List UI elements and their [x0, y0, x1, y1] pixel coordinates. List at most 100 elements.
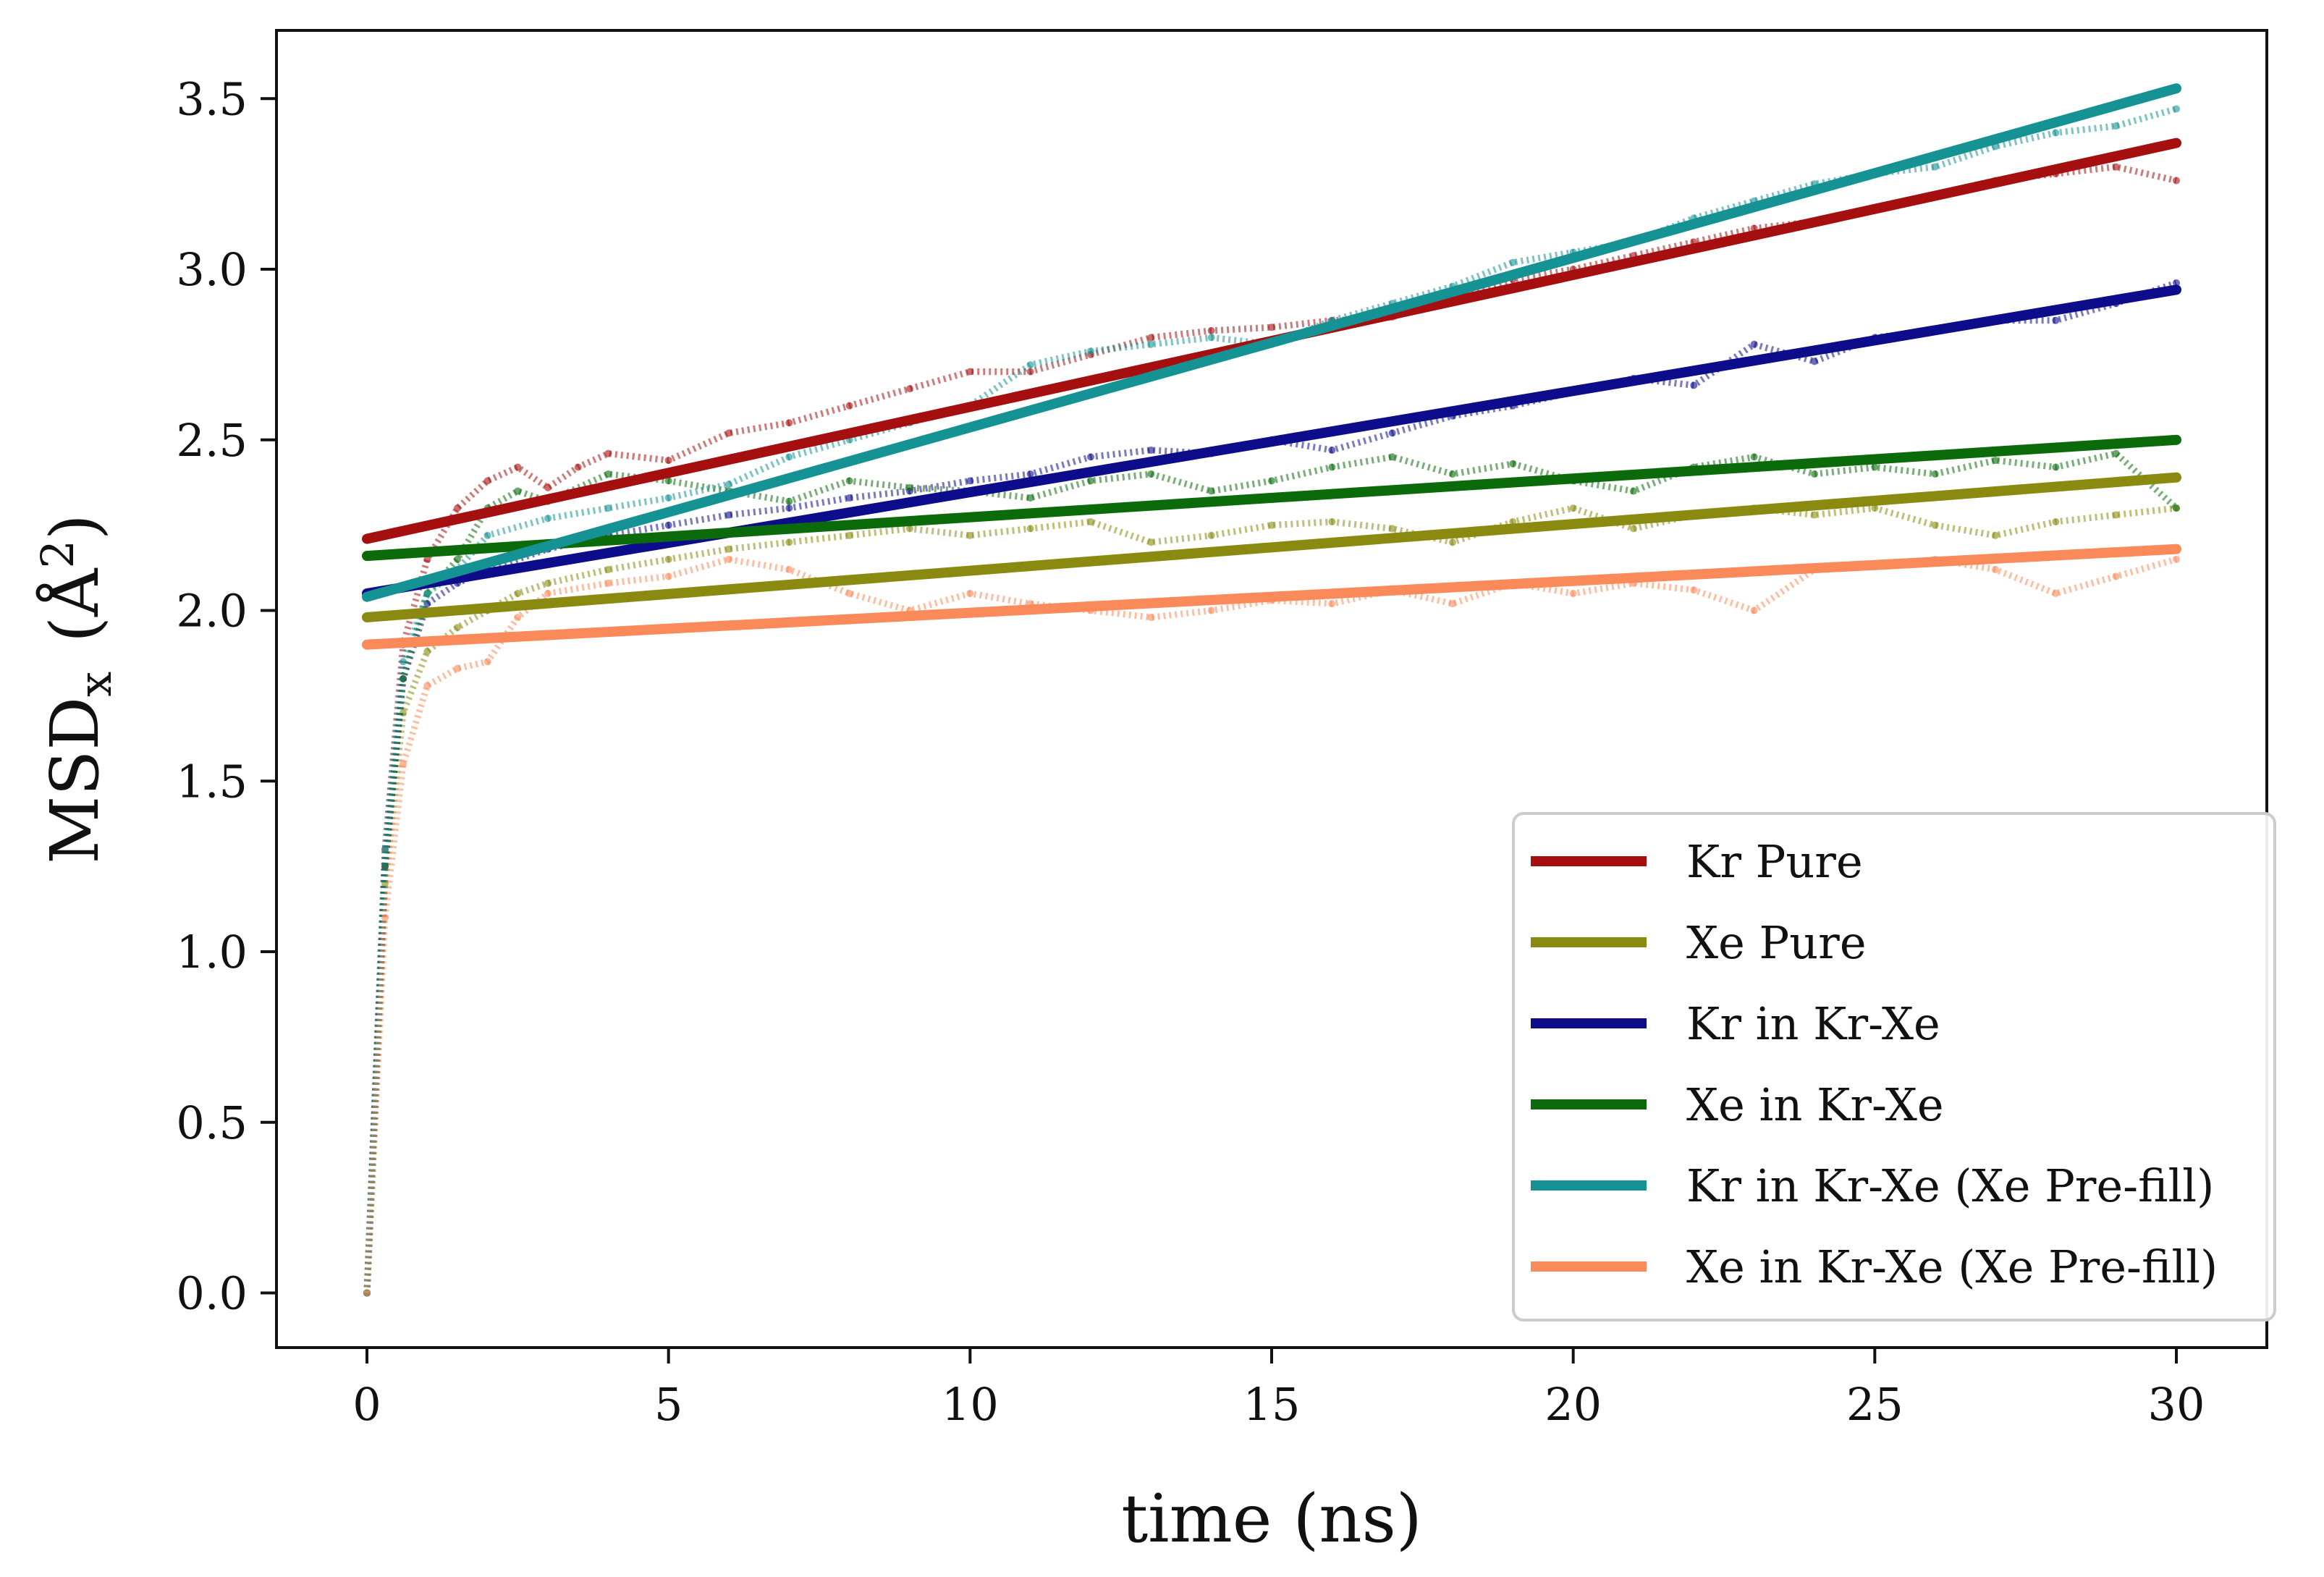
- raw-point-xe-in-kr-xe-xe-pre-fill-3: [423, 682, 431, 690]
- y-tick-label-2.0: 2.0: [176, 585, 248, 638]
- raw-point-xe-in-kr-xe-33: [2112, 449, 2120, 457]
- raw-point-xe-in-kr-xe-xe-pre-fill-31: [1992, 565, 1999, 573]
- raw-point-xe-in-kr-xe-23: [1509, 460, 1517, 468]
- raw-point-xe-pure-32: [2052, 517, 2060, 525]
- raw-point-xe-in-kr-xe-28: [1811, 470, 1818, 478]
- raw-point-kr-pure-15: [966, 368, 974, 376]
- legend-label-xe-in-kr-xe-xe-pre-fill: Xe in Kr-Xe (Xe Pre-fill): [1686, 1240, 2218, 1293]
- raw-point-xe-pure-17: [1147, 538, 1155, 546]
- raw-point-xe-pure-11: [785, 538, 793, 546]
- raw-point-xe-pure-2: [400, 709, 407, 717]
- legend-label-xe-in-kr-xe: Xe in Kr-Xe: [1686, 1078, 1944, 1131]
- raw-point-xe-pure-9: [664, 555, 672, 563]
- raw-point-kr-in-kr-xe-xe-pre-fill-1: [381, 845, 389, 853]
- raw-point-kr-pure-18: [1147, 334, 1155, 342]
- raw-point-kr-pure-10: [664, 457, 672, 465]
- raw-point-kr-in-kr-xe-xe-pre-fill-7: [604, 504, 612, 512]
- raw-point-xe-in-kr-xe-32: [2052, 463, 2060, 471]
- legend-items: Kr Pure Xe Pure Kr in Kr-Xe Xe in Kr-Xe Kr i…: [1531, 835, 2218, 1293]
- ticks-layer: 0 5 10 15 20 25 30 0.0 0.5 1.0 1.5 2.0 2.5 3.0 3.5: [176, 72, 2205, 1431]
- x-tick-label-15: 15: [1243, 1378, 1301, 1431]
- raw-point-kr-pure-6: [514, 463, 522, 471]
- raw-point-kr-pure-19: [1207, 326, 1215, 334]
- raw-point-kr-pure-14: [906, 385, 913, 393]
- raw-point-xe-in-kr-xe-22: [1449, 470, 1456, 478]
- raw-point-xe-pure-29: [1871, 504, 1879, 512]
- raw-point-xe-in-kr-xe-xe-pre-fill-33: [2112, 572, 2120, 580]
- legend-label-kr-in-kr-xe-xe-pre-fill: Kr in Kr-Xe (Xe Pre-fill): [1686, 1159, 2214, 1212]
- raw-point-xe-in-kr-xe-xe-pre-fill-6: [514, 613, 522, 621]
- raw-point-kr-in-kr-xe-31: [2052, 316, 2060, 324]
- raw-point-kr-in-kr-xe-26: [1750, 340, 1758, 348]
- raw-point-xe-in-kr-xe-xe-pre-fill-27: [1750, 606, 1758, 614]
- y-axis-title-main: MSD: [36, 697, 114, 864]
- raw-point-kr-in-kr-xe-xe-pre-fill-22: [1509, 258, 1517, 266]
- raw-point-kr-in-kr-xe-xe-pre-fill-29: [1931, 163, 1939, 171]
- raw-point-xe-pure-22: [1449, 538, 1456, 546]
- raw-point-kr-in-kr-xe-20: [1388, 429, 1396, 437]
- raw-point-xe-in-kr-xe-xe-pre-fill-4: [454, 664, 461, 672]
- raw-point-xe-in-kr-xe-16: [1087, 477, 1094, 485]
- raw-point-kr-in-kr-xe-xe-pre-fill-9: [725, 481, 732, 489]
- raw-point-xe-pure-7: [544, 579, 552, 587]
- legend-label-kr-in-kr-xe: Kr in Kr-Xe: [1686, 997, 1940, 1050]
- raw-point-xe-in-kr-xe-xe-pre-fill-14: [966, 589, 974, 597]
- raw-point-kr-in-kr-xe-14: [1026, 470, 1034, 478]
- raw-point-xe-in-kr-xe-xe-pre-fill-11: [785, 565, 793, 573]
- raw-point-xe-in-kr-xe-xe-pre-fill-12: [845, 589, 853, 597]
- raw-point-xe-in-kr-xe-34: [2173, 504, 2180, 512]
- raw-point-xe-in-kr-xe-8: [604, 470, 612, 478]
- raw-point-kr-pure-35: [2173, 177, 2180, 185]
- raw-point-kr-in-kr-xe-xe-pre-fill-3: [423, 589, 431, 597]
- legend-label-kr-pure: Kr Pure: [1686, 835, 1863, 888]
- raw-point-xe-in-kr-xe-xe-pre-fill-32: [2052, 589, 2060, 597]
- raw-point-kr-pure-13: [845, 402, 853, 410]
- raw-point-xe-in-kr-xe-4: [454, 555, 461, 563]
- raw-point-kr-in-kr-xe-xe-pre-fill-8: [664, 494, 672, 502]
- raw-point-kr-in-kr-xe-xe-pre-fill-15: [1087, 347, 1094, 355]
- raw-point-kr-in-kr-xe-xe-pre-fill-33: [2173, 105, 2180, 113]
- raw-point-kr-pure-20: [1268, 324, 1275, 331]
- y-axis-title-unit-open: (Å: [35, 567, 114, 643]
- raw-point-xe-pure-14: [966, 531, 974, 539]
- y-tick-label-0.5: 0.5: [176, 1096, 248, 1149]
- raw-trace-xe-in-kr-xe-xe-pre-fill: [363, 556, 2178, 1293]
- raw-point-xe-in-kr-xe-25: [1630, 487, 1637, 495]
- raw-point-kr-in-kr-xe-9: [725, 511, 732, 519]
- legend-box: [1512, 812, 2276, 1322]
- raw-point-kr-pure-9: [604, 449, 612, 457]
- y-tick-label-3.5: 3.5: [176, 72, 248, 125]
- raw-point-xe-in-kr-xe-21: [1388, 453, 1396, 461]
- y-tick-label-1.5: 1.5: [176, 755, 248, 808]
- raw-point-kr-in-kr-xe-xe-pre-fill-2: [400, 658, 407, 666]
- svg-text:MSDx(Å2): MSDx (Å2): [31, 514, 122, 864]
- legend-label-xe-pure: Xe Pure: [1686, 916, 1867, 969]
- raw-point-kr-in-kr-xe-xe-pre-fill-10: [785, 453, 793, 461]
- raw-point-xe-in-kr-xe-15: [1026, 494, 1034, 502]
- raw-point-kr-in-kr-xe-xe-pre-fill-5: [483, 531, 491, 539]
- raw-point-xe-pure-28: [1811, 511, 1818, 519]
- x-tick-label-5: 5: [654, 1378, 683, 1431]
- raw-point-xe-in-kr-xe-xe-pre-fill-22: [1449, 600, 1456, 608]
- raw-point-xe-pure-20: [1328, 517, 1336, 525]
- raw-point-xe-in-kr-xe-11: [785, 497, 793, 505]
- fit-lines: [362, 83, 2181, 650]
- raw-point-kr-pure-34: [2112, 163, 2120, 171]
- raw-point-xe-in-kr-xe-12: [845, 477, 853, 485]
- raw-point-xe-in-kr-xe-xe-pre-fill-24: [1569, 589, 1577, 597]
- raw-point-xe-pure-15: [1026, 525, 1034, 533]
- fit-line-xe-pure: [362, 472, 2181, 622]
- raw-point-kr-in-kr-xe-8: [664, 521, 672, 529]
- raw-point-kr-pure-5: [483, 477, 491, 485]
- raw-point-xe-pure-13: [906, 525, 913, 533]
- raw-point-xe-in-kr-xe-xe-pre-fill-1: [381, 913, 389, 921]
- raw-point-kr-in-kr-xe-xe-pre-fill-6: [544, 515, 552, 523]
- raw-point-xe-pure-21: [1388, 525, 1396, 533]
- y-axis-title-unit-sup: 2: [31, 540, 84, 568]
- fit-line-xe-in-kr-xe-xe-pre-fill: [362, 544, 2181, 650]
- raw-point-kr-in-kr-xe-11: [845, 494, 853, 502]
- series-layer: [362, 83, 2181, 1297]
- raw-point-xe-in-kr-xe-xe-pre-fill-20: [1328, 600, 1336, 608]
